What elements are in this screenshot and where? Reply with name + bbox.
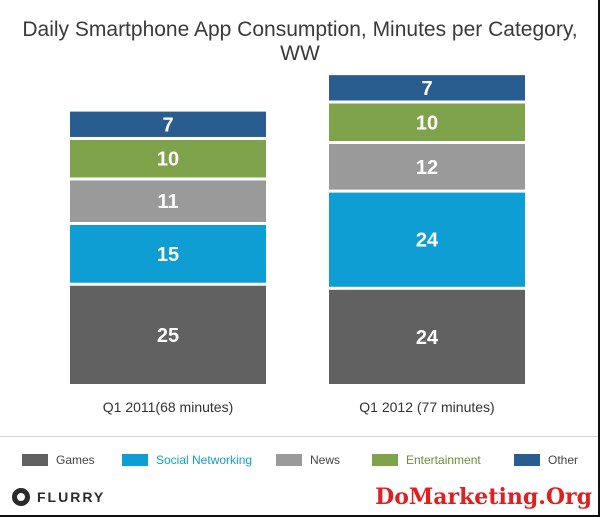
bar-segment-entertainment-1 xyxy=(70,139,266,178)
legend-item-news: News xyxy=(276,448,340,472)
data-label-games-2: 24 xyxy=(416,327,439,349)
category-label-2: Q1 2012 (77 minutes) xyxy=(359,399,494,415)
legend-swatch-other xyxy=(514,454,540,466)
bar-segment-social-networking-1 xyxy=(70,225,266,283)
data-label-social-networking-2: 24 xyxy=(416,230,439,252)
data-label-entertainment-2: 10 xyxy=(416,112,438,134)
legend-label-games: Games xyxy=(56,453,95,467)
legend-swatch-news xyxy=(276,454,302,466)
chart-title: Daily Smartphone App Consumption, Minute… xyxy=(22,18,578,65)
legend-item-social-networking: Social Networking xyxy=(122,448,252,472)
watermark: DoMarketing.Org xyxy=(375,484,592,510)
legend-label-entertainment: Entertainment xyxy=(406,453,481,467)
bar-segment-social-networking-2 xyxy=(329,192,525,287)
legend-item-other: Other xyxy=(514,448,578,472)
bar-segment-other-1 xyxy=(70,111,266,137)
legend-swatch-entertainment xyxy=(372,454,398,466)
data-label-games-1: 25 xyxy=(157,325,179,347)
chart-legend: Games Social Networking News Entertainme… xyxy=(0,448,600,472)
bar-segment-entertainment-2 xyxy=(329,103,525,141)
data-label-social-networking-1: 15 xyxy=(157,244,179,266)
flurry-logo-text: FLURRY xyxy=(37,489,106,505)
legend-label-other: Other xyxy=(548,453,579,467)
frame-right-edge xyxy=(598,0,600,517)
data-label-entertainment-1: 10 xyxy=(157,149,179,171)
bar-segment-news-2 xyxy=(329,144,525,190)
bar-segment-games-2 xyxy=(329,289,525,384)
bar-segment-games-1 xyxy=(70,285,266,384)
legend-item-entertainment: Entertainment xyxy=(372,448,481,472)
flurry-logo: FLURRY xyxy=(12,488,105,506)
footer-divider xyxy=(0,436,600,437)
legend-item-games: Games xyxy=(22,448,95,472)
category-label-1: Q1 2011(68 minutes) xyxy=(103,399,233,415)
legend-label-social-networking: Social Networking xyxy=(156,453,253,467)
legend-swatch-social-networking xyxy=(122,454,148,466)
legend-swatch-games xyxy=(22,454,48,466)
bar-segment-news-1 xyxy=(70,180,266,222)
bar-segment-other-2 xyxy=(329,75,525,101)
frame-bottom-edge xyxy=(0,515,600,517)
data-label-other-1: 7 xyxy=(162,114,173,136)
stacked-bar-chart: 25 15 11 10 7 Q1 2011(68 minutes) 24 24 12 10 7 Q1 … xyxy=(70,75,525,415)
data-label-news-2: 12 xyxy=(416,157,438,179)
data-label-news-1: 11 xyxy=(157,191,178,213)
footer-bar: FLURRY DoMarketing.Org xyxy=(0,480,600,517)
data-label-other-2: 7 xyxy=(421,78,432,100)
flurry-logo-icon xyxy=(12,488,30,506)
legend-label-news: News xyxy=(310,453,341,467)
